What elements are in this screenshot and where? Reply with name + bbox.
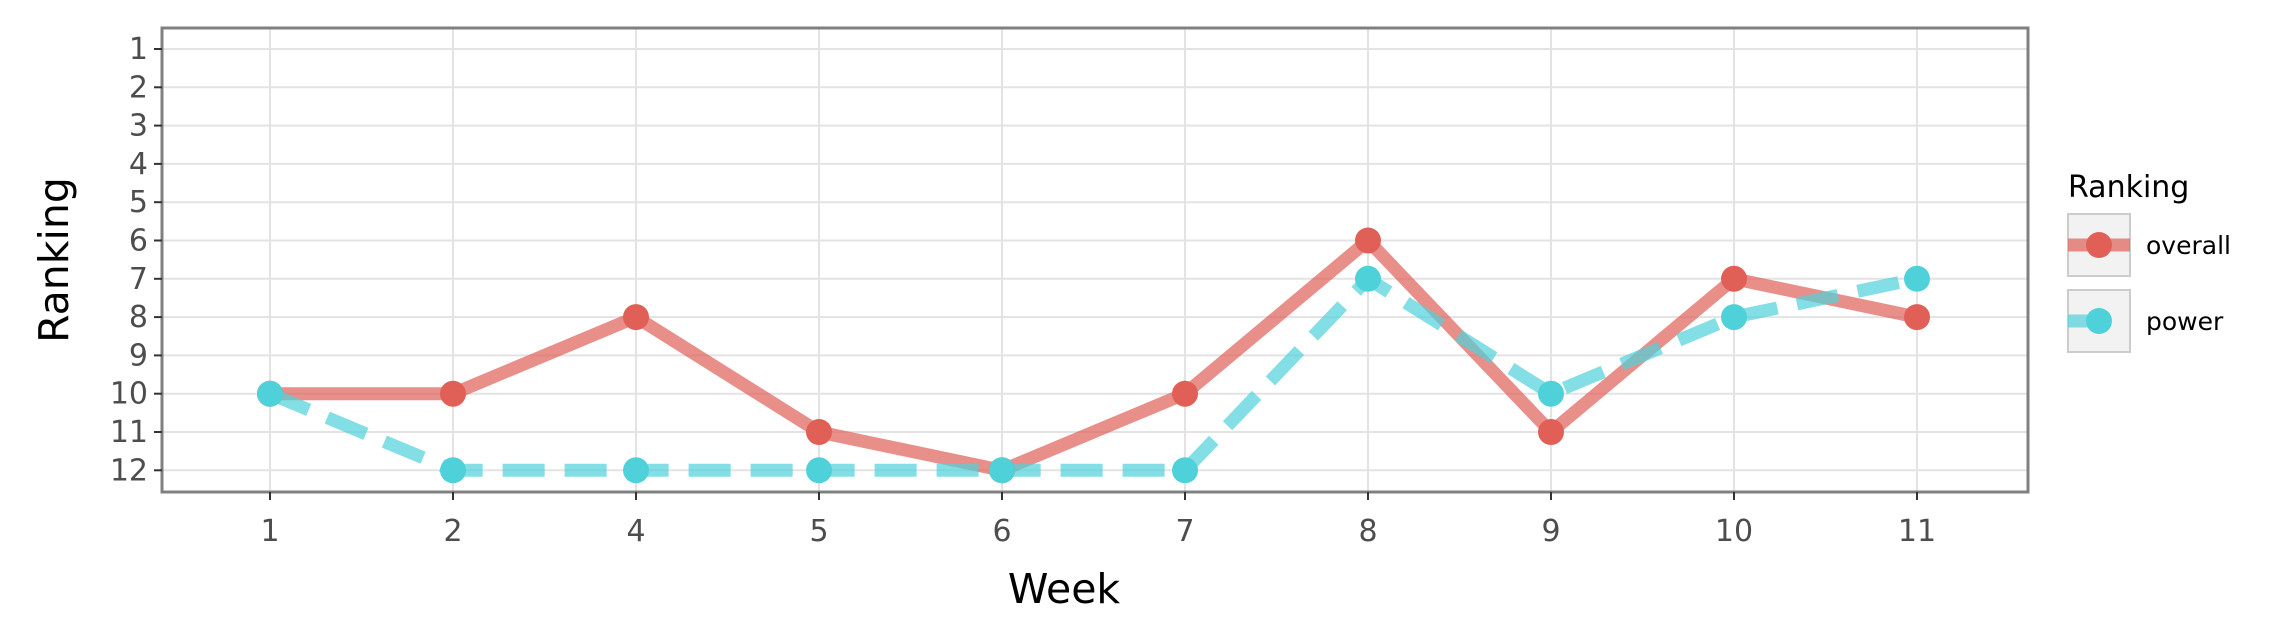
data-point-overall	[1538, 419, 1564, 445]
x-tick-label: 9	[1541, 514, 1560, 549]
legend-title: Ranking	[2068, 170, 2189, 205]
data-point-overall	[440, 380, 466, 407]
data-point-power	[806, 457, 832, 484]
data-point-power	[257, 380, 283, 407]
data-point-power	[1538, 380, 1564, 407]
plot-border	[160, 26, 2030, 494]
data-point-overall	[1172, 380, 1198, 407]
series-lines	[267, 234, 1919, 477]
legend: Ranking overall power	[2067, 170, 2231, 353]
x-axis-ticks: 1 2 4 5 6 7 8 9 10 11	[260, 492, 1936, 549]
x-tick-label: 2	[443, 514, 462, 549]
data-point-power	[1172, 457, 1198, 484]
y-axis-title: Ranking	[30, 177, 78, 343]
legend-items: overall power	[2067, 213, 2231, 353]
y-tick-label: 10	[110, 377, 148, 412]
data-point-overall	[1721, 265, 1747, 292]
x-tick-label: 6	[992, 514, 1011, 549]
data-point-power	[623, 457, 649, 484]
data-point-overall	[1904, 304, 1930, 331]
data-point-power	[1904, 265, 1930, 292]
y-tick-label: 9	[129, 338, 148, 373]
data-point-overall	[1355, 227, 1381, 254]
legend-label-overall: overall	[2146, 231, 2231, 260]
x-tick-label: 5	[809, 514, 828, 549]
y-tick-label: 2	[129, 70, 148, 105]
x-tick-label: 8	[1358, 514, 1377, 549]
data-point-power	[1355, 265, 1381, 292]
legend-point-overall	[2086, 232, 2112, 258]
data-point-overall	[806, 419, 832, 445]
x-tick-label: 11	[1898, 514, 1936, 549]
y-tick-label: 1	[129, 32, 148, 67]
y-tick-label: 12	[110, 453, 148, 488]
x-tick-label: 1	[260, 514, 279, 549]
x-tick-label: 7	[1175, 514, 1194, 549]
y-tick-label: 11	[110, 415, 148, 450]
series-points	[257, 227, 1930, 484]
y-tick-label: 8	[129, 300, 148, 335]
y-tick-label: 6	[129, 224, 148, 259]
legend-point-power	[2086, 308, 2112, 334]
y-tick-label: 3	[129, 109, 148, 144]
x-tick-label: 10	[1715, 514, 1753, 549]
x-axis-title: Week	[1008, 565, 1121, 613]
series-line-power	[267, 272, 1919, 477]
data-point-power	[989, 457, 1015, 484]
plot-panel	[162, 28, 2028, 492]
data-point-overall	[623, 304, 649, 331]
x-tick-label: 4	[626, 514, 645, 549]
y-tick-label: 7	[129, 262, 148, 297]
y-tick-label: 4	[129, 147, 148, 182]
y-tick-label: 5	[129, 185, 148, 220]
data-point-power	[1721, 304, 1747, 331]
legend-label-power: power	[2146, 307, 2224, 336]
data-point-power	[440, 457, 466, 484]
